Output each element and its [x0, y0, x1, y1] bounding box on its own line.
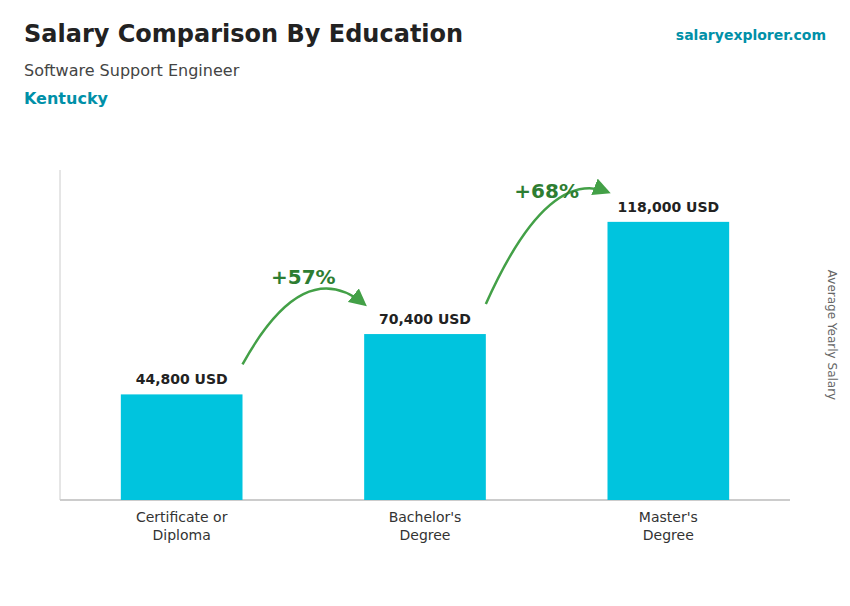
bar — [364, 334, 486, 500]
annotation: +68% — [514, 179, 579, 203]
y-axis-label: Average Yearly Salary — [825, 270, 839, 400]
category-label-line: Bachelor's — [389, 509, 462, 525]
bars — [121, 222, 729, 500]
category-label: Bachelor's Degree — [389, 509, 462, 543]
growth-arrow — [486, 188, 608, 304]
data-label: 118,000 USD — [617, 199, 719, 215]
category-label-line: Degree — [643, 527, 694, 543]
subtitle: Software Support Engineer — [24, 61, 240, 80]
data-label: 70,400 USD — [379, 311, 471, 327]
bar — [608, 222, 730, 500]
category-label-line: Diploma — [153, 527, 211, 543]
chart-svg: Salary Comparison By Education Software S… — [0, 0, 850, 606]
annotation: +57% — [271, 265, 336, 289]
category-label-line: Degree — [400, 527, 451, 543]
category-label: Master's Degree — [639, 509, 698, 543]
y-axis-line — [60, 170, 61, 500]
category-label-line: Certificate or — [136, 509, 228, 525]
category-label-line: Master's — [639, 509, 698, 525]
category-label: Certificate or Diploma — [136, 509, 228, 543]
source: salaryexplorer.com — [676, 27, 826, 43]
bar — [121, 394, 243, 500]
chart-container: Salary Comparison By Education Software S… — [0, 0, 850, 606]
growth-arrow — [243, 289, 365, 365]
data-label: 44,800 USD — [136, 371, 228, 387]
location: Kentucky — [24, 89, 109, 108]
title: Salary Comparison By Education — [24, 20, 463, 48]
